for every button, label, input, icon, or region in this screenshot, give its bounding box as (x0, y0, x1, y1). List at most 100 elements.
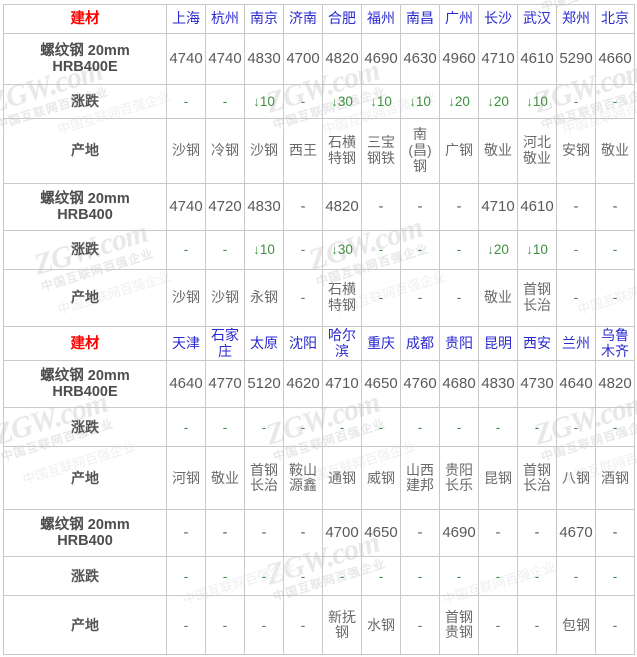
price-cell: 4760 (400, 360, 440, 409)
city-header: 哈尔滨 (322, 325, 362, 362)
origin-label: 产地 (3, 595, 167, 656)
price-cell: 4700 (322, 509, 362, 558)
change-cell: - (283, 407, 323, 448)
origin-cell: 敬业 (478, 269, 518, 327)
origin-row-hrb400e: 产地 沙钢 冷钢 沙钢 西王 石横 特钢 三宝 钢铁南 (昌) 钢广钢 敬业 河北 敬业 安钢 敬业 (3, 118, 635, 184)
price-cell: 4770 (205, 360, 245, 409)
change-cell: - (361, 407, 401, 448)
category-label: 建材 (3, 325, 167, 362)
change-cell: - (400, 230, 440, 270)
city-header: 贵阳 (439, 325, 479, 362)
change-label: 涨跌 (3, 84, 167, 119)
origin-cell: - (283, 595, 323, 656)
origin-cell: - (595, 269, 635, 327)
city-header: 福州 (361, 4, 401, 34)
down-arrow-icon: ↓ (409, 93, 416, 109)
change-cell: - (283, 84, 323, 119)
change-cell: - (556, 556, 596, 597)
city-header: 郑州 (556, 4, 596, 34)
price-cell: 4610 (517, 33, 557, 85)
change-cell: ↓20 (439, 84, 479, 119)
change-cell: - (244, 556, 284, 597)
origin-cell: - (439, 269, 479, 327)
change-cell: ↓10 (361, 84, 401, 119)
price-row-hrb400: 螺纹钢 20mm HRB400 4740 4720 4830-4820- - -4710 46… (3, 183, 635, 231)
price-cell: - (400, 509, 440, 558)
change-cell: - (322, 407, 362, 448)
price-cell: - (439, 183, 479, 231)
city-header: 沈阳 (283, 325, 323, 362)
origin-cell: 首钢 长治 (517, 269, 557, 327)
origin-cell: 首钢 长治 (517, 446, 557, 511)
origin-cell: - (517, 595, 557, 656)
price-cell: 4710 (322, 360, 362, 409)
price-cell: - (166, 509, 206, 558)
city-header: 长沙 (478, 4, 518, 34)
change-cell: - (517, 556, 557, 597)
price-cell: 4650 (361, 360, 401, 409)
origin-cell: 水钢 (361, 595, 401, 656)
price-cell: 4660 (595, 33, 635, 85)
origin-cell: 安钢 (556, 118, 596, 184)
origin-cell: - (244, 595, 284, 656)
product-label-hrb400e: 螺纹钢 20mm HRB400E (3, 360, 167, 409)
origin-cell: 石横 特钢 (322, 118, 362, 184)
change-cell: - (205, 84, 245, 119)
city-header: 合肥 (322, 4, 362, 34)
down-arrow-icon: ↓ (331, 93, 338, 109)
price-cell: - (556, 183, 596, 231)
down-arrow-icon: ↓ (370, 93, 377, 109)
origin-cell: 沙钢 (166, 118, 206, 184)
price-cell: 4630 (400, 33, 440, 85)
change-cell: - (283, 556, 323, 597)
origin-cell: - (595, 595, 635, 656)
price-cell: - (478, 509, 518, 558)
table-body: 建材 上海 杭州 南京 济南 合肥 福州 南昌 广州 长沙 武汉 郑州 北京 螺纹钢 20mm HRB400… (3, 4, 635, 656)
origin-cell: 敬业 (595, 118, 635, 184)
change-row-hrb400: 涨跌 - - ↓10- ↓30- - - ↓20 ↓10- - (3, 230, 635, 270)
city-header: 南昌 (400, 4, 440, 34)
category-label: 建材 (3, 4, 167, 34)
origin-cell: 昆钢 (478, 446, 518, 511)
down-arrow-icon: ↓ (253, 242, 260, 258)
change-cell: ↓10 (244, 230, 284, 270)
change-cell: - (322, 556, 362, 597)
down-arrow-icon: ↓ (487, 242, 494, 258)
product-label-hrb400: 螺纹钢 20mm HRB400 (3, 183, 167, 231)
city-header: 济南 (283, 4, 323, 34)
change-cell: - (439, 556, 479, 597)
change-cell: - (166, 230, 206, 270)
price-cell: 4830 (478, 360, 518, 409)
price-cell: 4830 (244, 33, 284, 85)
city-header: 重庆 (361, 325, 401, 362)
price-cell: 4680 (439, 360, 479, 409)
origin-cell: 石横 特钢 (322, 269, 362, 327)
down-arrow-icon: ↓ (526, 242, 533, 258)
price-cell: 4670 (556, 509, 596, 558)
city-header: 杭州 (205, 4, 245, 34)
origin-cell: 酒钢 (595, 446, 635, 511)
price-cell: 4710 (478, 183, 518, 231)
change-row-hrb400e: 涨跌 - - - - - - - - - - - - (3, 407, 635, 448)
origin-cell: 鞍山 源鑫 (283, 446, 323, 511)
origin-row-hrb400e: 产地 河钢 敬业 首钢 长治 鞍山 源鑫 通钢 威钢 山西 建邦 贵阳 长乐 昆钢 首钢 长治 八钢 酒钢 (3, 446, 635, 511)
down-arrow-icon: ↓ (487, 93, 494, 109)
change-cell: - (205, 407, 245, 448)
origin-label: 产地 (3, 269, 167, 327)
price-cell: 4830 (244, 183, 284, 231)
origin-cell: 敬业 (478, 118, 518, 184)
city-header: 西安 (517, 325, 557, 362)
origin-cell: - (400, 269, 440, 327)
city-header: 成都 (400, 325, 440, 362)
change-cell: ↓30 (322, 230, 362, 270)
origin-cell: 永钢 (244, 269, 284, 327)
change-cell: ↓20 (478, 230, 518, 270)
change-cell: ↓10 (517, 84, 557, 119)
price-cell: - (595, 183, 635, 231)
product-label-hrb400: 螺纹钢 20mm HRB400 (3, 509, 167, 558)
price-cell: 4700 (283, 33, 323, 85)
origin-cell: 沙钢 (166, 269, 206, 327)
price-cell: 4640 (556, 360, 596, 409)
change-cell: - (556, 230, 596, 270)
